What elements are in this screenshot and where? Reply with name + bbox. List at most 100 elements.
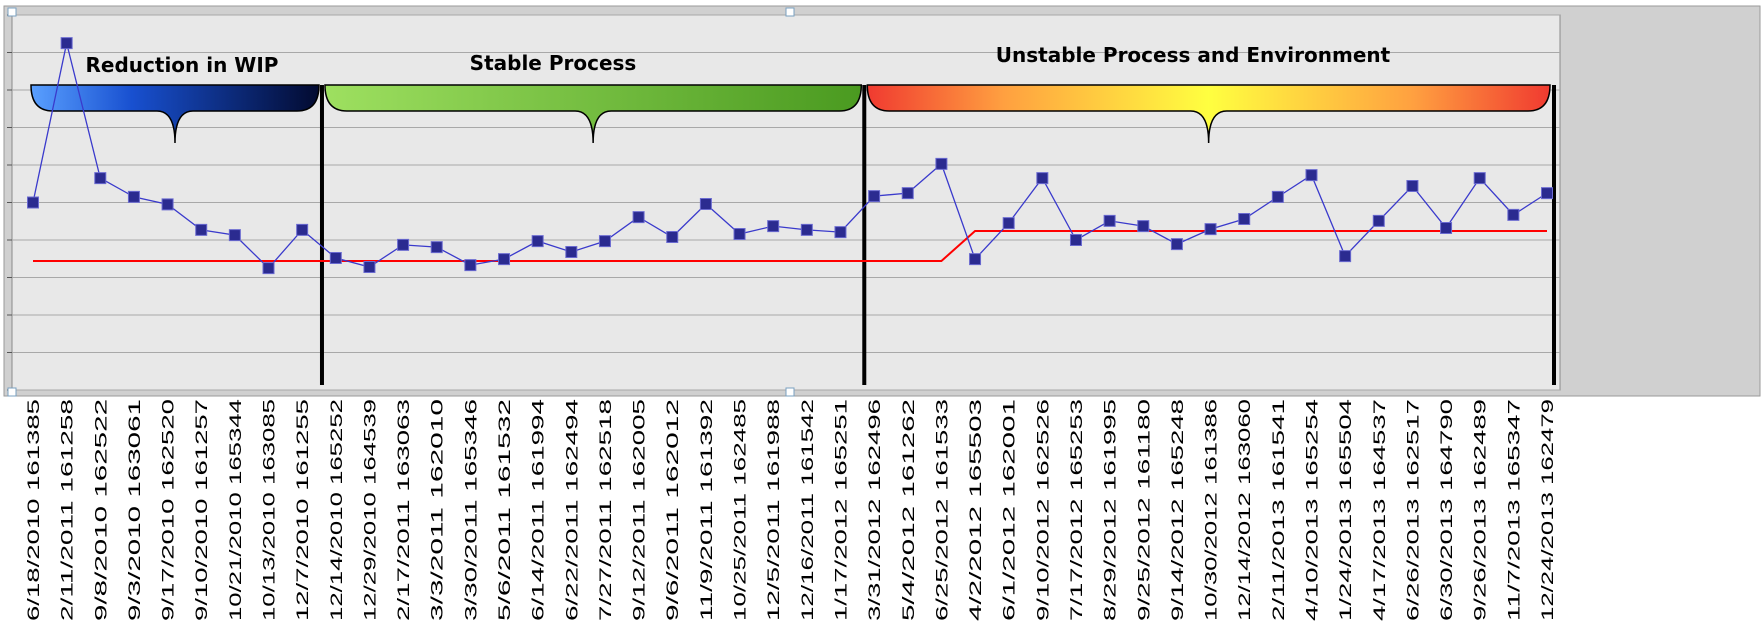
point <box>1406 180 1419 192</box>
x-tick-label: 7/27/2011 162518 <box>596 399 615 621</box>
x-tick-label: 9/10/2012 162526 <box>1033 399 1052 621</box>
point <box>1339 250 1352 263</box>
x-tick-label: 10/25/2011 162485 <box>731 399 750 621</box>
x-labels: 6/18/2010 161385 2/11/2011 161258 9/8/2010… <box>24 399 1557 621</box>
point <box>1473 172 1486 185</box>
point <box>969 253 982 266</box>
x-tick-label: 1/24/2013 165504 <box>1336 399 1355 621</box>
point <box>632 211 645 224</box>
handle <box>785 387 795 397</box>
point <box>834 226 847 239</box>
x-tick-label: 9/25/2012 161180 <box>1134 399 1153 621</box>
x-tick-label: 10/13/2010 163085 <box>260 399 279 621</box>
point <box>430 241 443 254</box>
x-tick-label: 7/17/2012 165253 <box>1067 399 1086 621</box>
x-tick-label: 4/2/2012 165503 <box>966 399 985 621</box>
point <box>363 261 376 273</box>
series-line <box>33 230 1547 262</box>
point <box>27 196 39 209</box>
point <box>1036 172 1049 185</box>
point <box>1305 169 1318 182</box>
handle <box>785 7 795 17</box>
phase-label: Unstable Process and Environment <box>996 43 1391 67</box>
x-tick-label: 5/4/2012 161262 <box>899 399 918 621</box>
x-tick-label: 6/18/2010 161385 <box>24 399 43 621</box>
point <box>800 223 813 236</box>
x-tick-label: 9/8/2010 162522 <box>91 399 110 621</box>
x-tick-label: 9/17/2010 162520 <box>159 399 178 621</box>
point <box>666 231 679 243</box>
x-tick-label: 6/26/2013 162517 <box>1403 399 1422 621</box>
phase-label: Reduction in WIP <box>86 53 279 77</box>
x-tick-label: 6/30/2013 164790 <box>1437 399 1456 621</box>
point <box>767 220 780 233</box>
x-tick-label: 1/17/2012 165251 <box>831 399 850 621</box>
x-tick-label: 12/5/2011 161988 <box>764 399 783 621</box>
x-tick-label: 12/29/2010 164539 <box>360 399 379 621</box>
point <box>329 252 342 264</box>
x-tick-label: 11/9/2011 161392 <box>697 399 716 621</box>
point <box>195 223 208 236</box>
handle <box>7 387 17 397</box>
point <box>1170 238 1183 251</box>
handle <box>7 7 17 17</box>
point <box>94 172 107 185</box>
point <box>1002 217 1015 230</box>
phase-brace <box>30 84 320 144</box>
x-tick-label: 2/11/2013 161541 <box>1269 399 1288 621</box>
point <box>161 198 174 211</box>
phase-label: Stable Process <box>470 51 637 75</box>
x-tick-label: 5/6/2011 161532 <box>495 399 514 621</box>
phase-decor: Reduction in WIP Stable Process Unstable P… <box>30 43 1556 385</box>
point <box>127 190 140 203</box>
x-tick-label: 3/30/2011 165346 <box>461 399 480 621</box>
phase-brace <box>866 84 1551 144</box>
x-tick-label: 9/26/2013 162489 <box>1471 399 1490 621</box>
x-tick-label: 10/30/2012 161386 <box>1202 399 1221 621</box>
point <box>1238 213 1251 225</box>
x-tick-label: 9/3/2010 163061 <box>125 399 144 621</box>
point <box>901 187 914 200</box>
x-tick-label: 6/1/2012 162001 <box>1000 399 1019 621</box>
point <box>1440 222 1453 234</box>
point <box>531 235 544 248</box>
x-tick-label: 6/25/2012 161533 <box>932 399 951 621</box>
x-tick-label: 12/7/2010 161255 <box>293 399 312 621</box>
x-tick-label: 6/22/2011 162494 <box>562 399 581 621</box>
x-tick-label: 12/14/2012 163060 <box>1235 399 1254 621</box>
point <box>733 228 746 240</box>
point <box>1137 220 1150 233</box>
point <box>464 259 477 272</box>
point <box>262 262 275 275</box>
phase-brace <box>324 84 863 144</box>
point <box>699 198 712 210</box>
x-tick-label: 9/6/2011 162012 <box>663 399 682 621</box>
series-line <box>32 42 1548 270</box>
point <box>1372 214 1385 227</box>
point <box>1507 208 1520 221</box>
point <box>598 235 611 248</box>
point <box>1204 223 1217 236</box>
point <box>498 253 511 266</box>
x-tick-label: 4/17/2013 164537 <box>1370 399 1389 621</box>
x-tick-label: 11/7/2013 165347 <box>1504 399 1523 621</box>
x-tick-label: 3/3/2011 162010 <box>428 399 447 621</box>
point <box>397 238 410 251</box>
x-tick-label: 12/14/2010 165252 <box>327 399 346 621</box>
grid <box>7 14 1560 391</box>
x-tick-label: 4/10/2013 165254 <box>1302 399 1321 621</box>
point <box>565 246 578 258</box>
point <box>868 190 881 203</box>
lines <box>27 37 1553 275</box>
x-tick-label: 9/10/2010 161257 <box>192 399 211 621</box>
x-tick-label: 12/16/2011 161542 <box>798 399 817 621</box>
x-tick-label: 2/11/2011 161258 <box>58 399 77 621</box>
point <box>1103 214 1116 227</box>
x-tick-label: 9/14/2012 165248 <box>1168 399 1187 621</box>
point <box>60 37 73 50</box>
point <box>1069 234 1082 246</box>
point <box>296 223 309 236</box>
point <box>228 229 241 242</box>
x-tick-label: 6/14/2011 161994 <box>529 399 548 621</box>
